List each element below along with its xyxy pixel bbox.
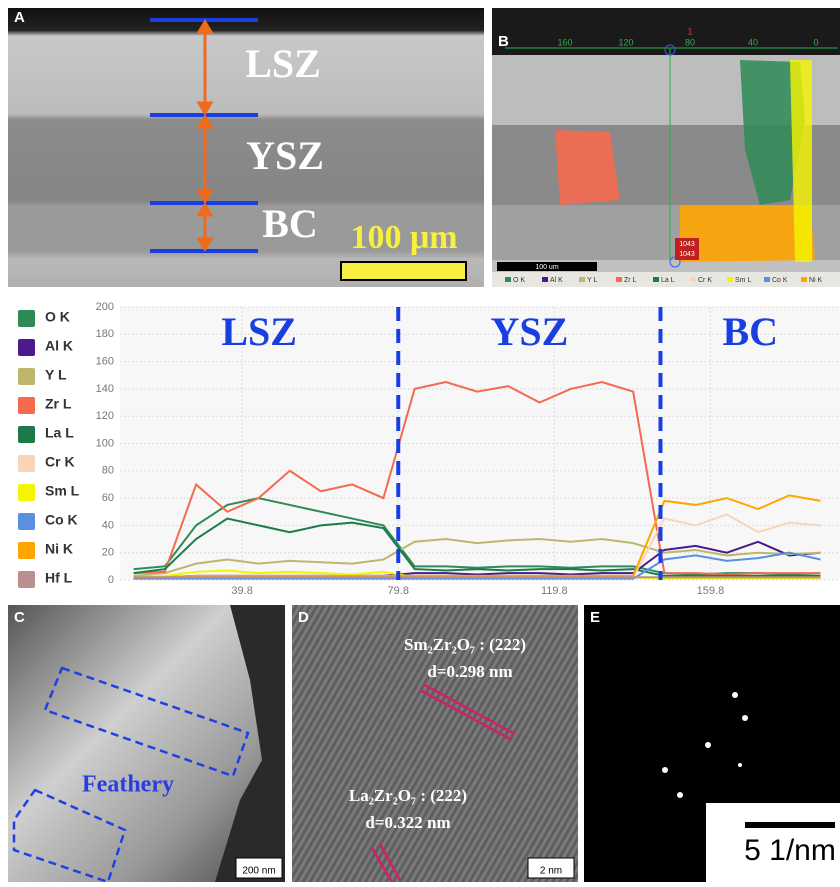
scale-bar [341,262,466,280]
legend-label: Al K [550,277,563,284]
y-tick-label: 0 [108,574,114,586]
legend-swatch [18,397,35,414]
legend-label: Ni K [45,541,73,557]
legend-swatch [18,426,35,443]
legend-swatch [18,455,35,472]
x-tick-label: 79.8 [388,585,409,597]
legend-label: La L [661,277,675,284]
y-tick-label: 40 [102,519,114,531]
panel-label: D [298,609,309,626]
scale-bar-label: 2 nm [540,866,562,877]
readout: 1043 [679,251,695,258]
legend-swatch [764,277,770,282]
legend-label: Sm L [45,483,80,499]
legend-label: Co K [772,277,788,284]
legend-label: Y L [45,367,67,383]
panel-d: Sm₂Zr₂O₇ : (222) d=0.298 nm La₂Zr₂O₇ : (… [292,605,578,882]
legend-label: Zr L [45,396,72,412]
profile [555,130,620,205]
panel-b: 160 120 80 40 0 1 1043 1043 100 um O K Al… [492,8,840,287]
legend-swatch [690,277,696,282]
legend-swatch [542,277,548,282]
phase-label: Sm₂Zr₂O₇ : (222) [404,635,526,654]
panel-label: A [14,9,25,26]
y-tick-label: 80 [102,465,114,477]
y-tick-label: 60 [102,492,114,504]
panel-label: E [590,609,600,626]
legend-swatch [18,310,35,327]
scale-bar-label: 100 μm [350,219,457,256]
readout: 1043 [679,241,695,248]
legend-label: Cr K [698,277,712,284]
legend-swatch [616,277,622,282]
legend-swatch [18,542,35,559]
x-tick-label: 39.8 [231,585,252,597]
legend-swatch [579,277,585,282]
annotation: Feathery [82,772,174,798]
legend-label: O K [45,309,70,325]
legend-label: Al K [45,338,73,354]
scale-bar-label: 200 nm [242,866,275,877]
legend-label: O K [513,277,525,284]
axis-label: 80 [685,37,695,47]
y-tick-label: 20 [102,547,114,559]
zone-label: BC [722,309,778,354]
panel-label: C [14,609,25,626]
y-tick-label: 120 [96,410,114,422]
y-tick-label: 140 [96,383,114,395]
legend-swatch [18,339,35,356]
legend-label: Y L [587,277,597,284]
legend-swatch [18,513,35,530]
legend-swatch [18,368,35,385]
panel-a: A LSZ YSZ BC 100 μm [8,8,484,287]
legend-label: La L [45,425,74,441]
legend-swatch [18,571,35,588]
legend-swatch [653,277,659,282]
y-tick-label: 200 [96,301,114,313]
x-tick-label: 159.8 [697,585,725,597]
legend-label: Cr K [45,454,75,470]
y-tick-label: 160 [96,356,114,368]
zone-label: LSZ [245,41,321,86]
axis-label: 160 [557,37,572,47]
phase-spacing: d=0.322 nm [365,813,450,832]
legend-label: Sm L [735,277,751,284]
zone-label: YSZ [246,133,324,178]
x-tick-label: 119.8 [541,585,568,597]
panel-e: 5 1/nm E [584,605,840,882]
legend-swatch [727,277,733,282]
phase-spacing: d=0.298 nm [427,662,512,681]
figure: A LSZ YSZ BC 100 μm 160 120 80 40 0 1 10… [0,0,840,882]
scale-bar-label: 5 1/nm [744,834,836,867]
scale-bar-label: 100 um [535,264,559,271]
marker: 1 [687,26,692,36]
y-tick-label: 180 [96,328,114,340]
legend-label: Zr L [624,277,637,284]
zone-label: YSZ [490,309,568,354]
axis-label: 40 [748,37,758,47]
legend-label: Co K [45,512,78,528]
y-tick-label: 100 [96,437,114,449]
zone-label: BC [262,201,318,246]
panel-c: Feathery 200 nm C [8,605,285,882]
axis-label: 120 [618,37,633,47]
legend-label: Hf L [45,570,73,586]
legend-swatch [505,277,511,282]
line-chart: 0 20 40 60 80 100 120 140 160 180 200 39.8 79.8 119.8… [18,301,840,597]
axis-label: 0 [813,37,818,47]
legend-swatch [18,484,35,501]
legend-label: Ni K [809,277,823,284]
legend-swatch [801,277,807,282]
zone-label: LSZ [221,309,297,354]
phase-label: La₂Zr₂O₇ : (222) [349,786,467,805]
scale-bar [745,822,835,828]
panel-label: B [498,33,509,50]
